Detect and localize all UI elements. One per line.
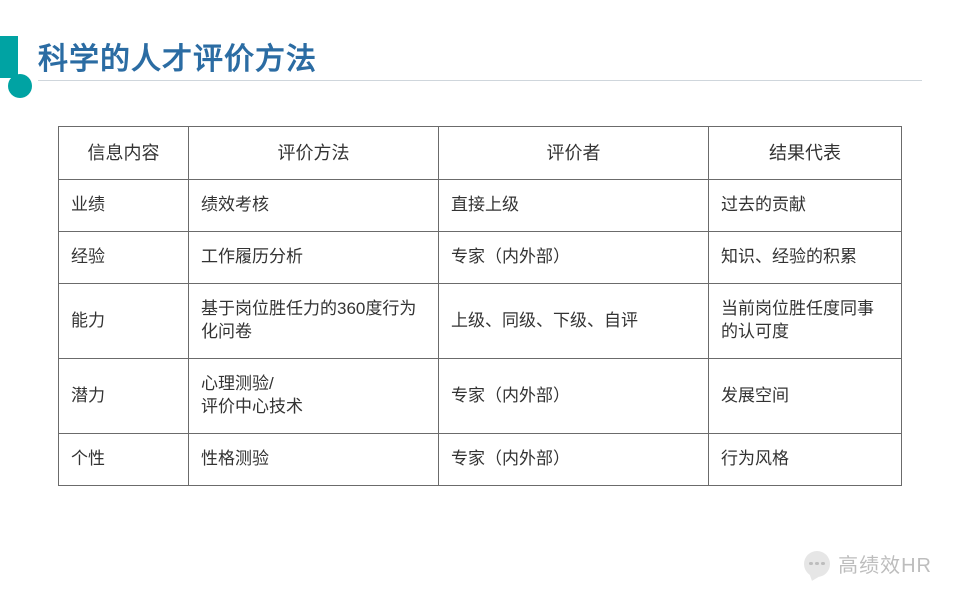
col-header: 信息内容 <box>59 127 189 180</box>
cell: 性格测验 <box>189 433 439 485</box>
cell: 工作履历分析 <box>189 232 439 284</box>
table-row: 经验 工作履历分析 专家（内外部） 知识、经验的积累 <box>59 232 902 284</box>
accent-dot <box>8 74 32 98</box>
cell: 专家（内外部） <box>439 433 709 485</box>
table-header-row: 信息内容 评价方法 评价者 结果代表 <box>59 127 902 180</box>
cell: 潜力 <box>59 359 189 434</box>
cell: 上级、同级、下级、自评 <box>439 284 709 359</box>
cell: 过去的贡献 <box>709 180 902 232</box>
table-row: 业绩 绩效考核 直接上级 过去的贡献 <box>59 180 902 232</box>
title-divider <box>38 80 922 81</box>
cell: 经验 <box>59 232 189 284</box>
wechat-icon <box>804 551 830 577</box>
evaluation-table: 信息内容 评价方法 评价者 结果代表 业绩 绩效考核 直接上级 过去的贡献 经验… <box>58 126 902 486</box>
cell: 绩效考核 <box>189 180 439 232</box>
table-row: 潜力 心理测验/评价中心技术 专家（内外部） 发展空间 <box>59 359 902 434</box>
cell: 能力 <box>59 284 189 359</box>
accent-bar <box>0 36 18 78</box>
col-header: 评价方法 <box>189 127 439 180</box>
table-body: 业绩 绩效考核 直接上级 过去的贡献 经验 工作履历分析 专家（内外部） 知识、… <box>59 180 902 486</box>
cell: 心理测验/评价中心技术 <box>189 359 439 434</box>
watermark-text: 高绩效HR <box>838 549 932 578</box>
page-title: 科学的人才评价方法 <box>38 34 317 78</box>
cell: 业绩 <box>59 180 189 232</box>
col-header: 评价者 <box>439 127 709 180</box>
cell: 基于岗位胜任力的360度行为化问卷 <box>189 284 439 359</box>
table-row: 能力 基于岗位胜任力的360度行为化问卷 上级、同级、下级、自评 当前岗位胜任度… <box>59 284 902 359</box>
evaluation-table-container: 信息内容 评价方法 评价者 结果代表 业绩 绩效考核 直接上级 过去的贡献 经验… <box>58 126 902 486</box>
cell: 专家（内外部） <box>439 359 709 434</box>
cell: 发展空间 <box>709 359 902 434</box>
cell: 知识、经验的积累 <box>709 232 902 284</box>
cell: 专家（内外部） <box>439 232 709 284</box>
cell: 个性 <box>59 433 189 485</box>
watermark: 高绩效HR <box>804 549 932 578</box>
cell: 行为风格 <box>709 433 902 485</box>
col-header: 结果代表 <box>709 127 902 180</box>
cell: 当前岗位胜任度同事的认可度 <box>709 284 902 359</box>
cell: 直接上级 <box>439 180 709 232</box>
table-row: 个性 性格测验 专家（内外部） 行为风格 <box>59 433 902 485</box>
